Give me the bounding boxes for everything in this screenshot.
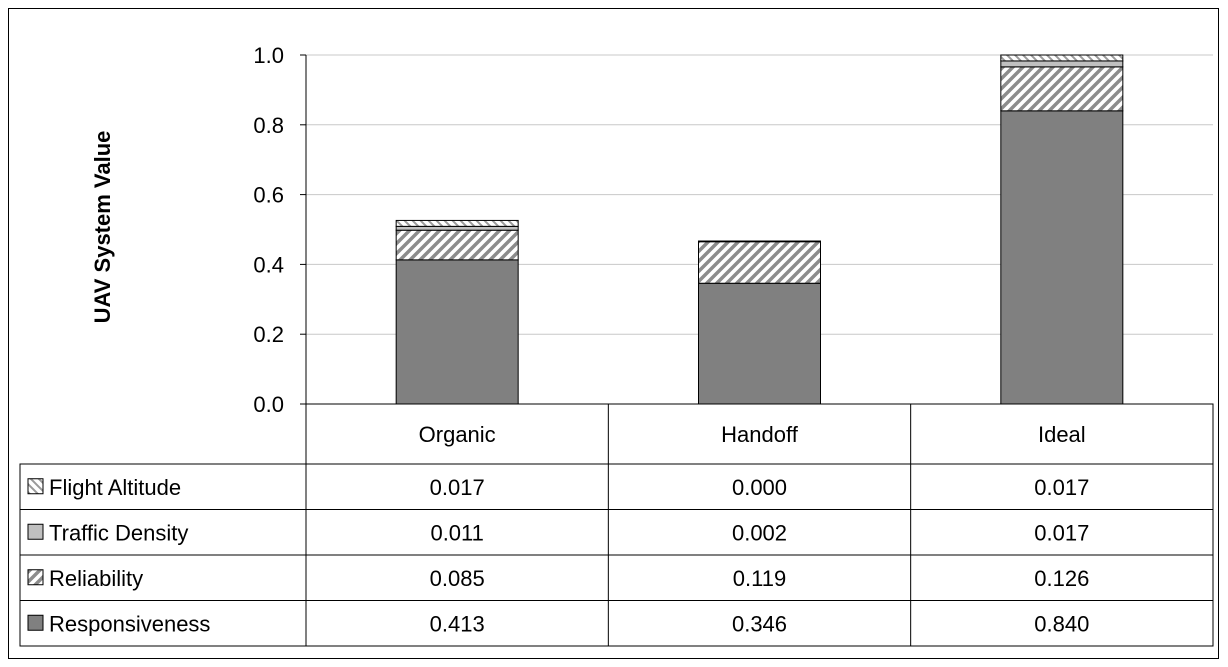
legend-label: Reliability	[49, 566, 143, 591]
data-label: 0.017	[1034, 475, 1089, 500]
bar-segment-traffic-density	[698, 240, 821, 243]
data-label: 0.119	[733, 566, 786, 591]
y-tick-label: 0.6	[253, 183, 284, 208]
y-tick-label: 0.0	[253, 392, 284, 417]
data-label: 0.011	[430, 520, 483, 545]
legend-label: Traffic Density	[49, 520, 188, 545]
bar-segment-reliability	[1000, 66, 1124, 112]
bar-segment-flight-altitude	[1000, 54, 1124, 62]
data-label: 0.017	[1034, 520, 1089, 545]
y-tick-label: 1.0	[253, 43, 284, 68]
data-label: 0.017	[430, 475, 485, 500]
bar-segment-traffic-density	[395, 225, 519, 231]
bar-segment-responsiveness	[698, 282, 821, 405]
data-label: 0.346	[732, 611, 787, 636]
y-tick-label: 0.2	[253, 322, 284, 347]
legend-key-traffic-density	[27, 523, 44, 540]
legend-key-reliability	[27, 569, 44, 586]
y-tick-label: 0.4	[253, 252, 284, 277]
legend-label: Responsiveness	[49, 611, 210, 636]
data-label: 0.002	[732, 520, 787, 545]
bar-segment-reliability	[698, 241, 821, 284]
bar-segment-flight-altitude	[395, 219, 519, 227]
bar-segment-traffic-density	[1000, 60, 1124, 68]
data-table: Organic Handoff Ideal Flight Altitude 0.017 0…	[19, 403, 1214, 647]
bar-segment-responsiveness	[1000, 110, 1124, 405]
bar-segment-responsiveness	[395, 259, 519, 405]
y-axis-title: UAV System Value	[90, 131, 115, 324]
data-label: 0.413	[430, 611, 485, 636]
category-label: Handoff	[721, 422, 799, 447]
data-label: 0.840	[1034, 611, 1089, 636]
category-label: Ideal	[1038, 422, 1086, 447]
legend-key-responsiveness	[27, 614, 44, 631]
legend-key-flight-altitude	[27, 478, 44, 495]
data-label: 0.085	[430, 566, 485, 591]
data-label: 0.126	[1034, 566, 1089, 591]
bar-segment-reliability	[395, 229, 519, 261]
y-tick-labels: 0.0 0.2 0.4 0.6 0.8 1.0	[253, 43, 306, 417]
bars	[395, 54, 1124, 405]
category-label: Organic	[419, 422, 496, 447]
legend-label: Flight Altitude	[49, 475, 181, 500]
y-tick-label: 0.8	[253, 113, 284, 138]
data-label: 0.000	[732, 475, 787, 500]
